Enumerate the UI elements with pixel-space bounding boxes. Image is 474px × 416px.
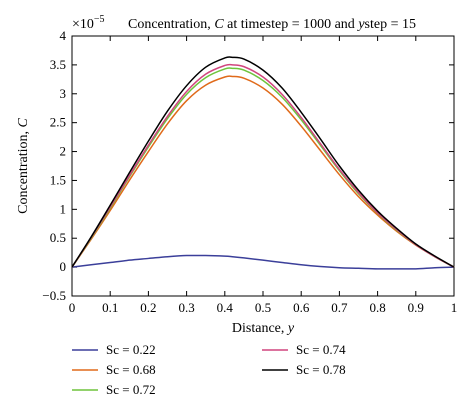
x-tick-labels: 0 0.1 0.2 0.3 0.4 0.5 0.6 0.7 0.8 0.9 1 — [69, 300, 458, 315]
y-tick-label: −0.5 — [42, 288, 66, 303]
y-tick-label: 1 — [60, 201, 67, 216]
x-tick-label: 0.7 — [331, 300, 348, 315]
y-tick-label: 0.5 — [50, 230, 66, 245]
x-tick-label: 1 — [451, 300, 458, 315]
y-tick-label: 3 — [60, 86, 67, 101]
x-tick-label: 0.9 — [408, 300, 424, 315]
scale-multiplier: ×10−5 — [72, 14, 105, 32]
legend-label: Sc = 0.78 — [296, 362, 346, 377]
x-axis-label: Distance, y — [232, 321, 295, 336]
legend-label: Sc = 0.74 — [296, 342, 346, 357]
plot-frame — [71, 35, 455, 297]
y-tick-labels: −0.5 0 0.5 1 1.5 2 2.5 3 3.5 4 — [42, 28, 66, 303]
x-tick-label: 0.1 — [102, 300, 118, 315]
x-tick-label: 0.4 — [217, 300, 234, 315]
x-tick-label: 0 — [69, 300, 76, 315]
y-axis-label: Concentration, C — [16, 118, 31, 214]
y-tick-label: 2.5 — [50, 115, 66, 130]
series-line-4 — [71, 63, 455, 268]
chart-title: Concentration, C at timestep = 1000 and … — [128, 17, 416, 32]
series-line-3 — [71, 67, 455, 268]
legend-label: Sc = 0.68 — [106, 362, 156, 377]
x-tick-label: 0.2 — [140, 300, 156, 315]
legend: Sc = 0.22 Sc = 0.68 Sc = 0.72 Sc = 0.74 Sc =… — [72, 342, 346, 397]
y-tick-label: 1.5 — [50, 172, 66, 187]
series-line-1 — [71, 254, 455, 270]
x-tick-label: 0.6 — [293, 300, 310, 315]
legend-label: Sc = 0.22 — [106, 342, 156, 357]
legend-label: Sc = 0.72 — [106, 382, 156, 397]
y-tick-label: 0 — [60, 259, 67, 274]
x-tick-label: 0.5 — [255, 300, 271, 315]
series-lines — [71, 56, 455, 270]
series-line-5 — [71, 56, 455, 268]
y-tick-label: 4 — [60, 28, 67, 43]
series-line-2 — [71, 75, 455, 268]
y-tick-label: 3.5 — [50, 57, 66, 72]
tick-marks — [71, 35, 455, 297]
x-tick-label: 0.3 — [178, 300, 194, 315]
x-tick-label: 0.8 — [369, 300, 385, 315]
y-tick-label: 2 — [60, 144, 67, 159]
